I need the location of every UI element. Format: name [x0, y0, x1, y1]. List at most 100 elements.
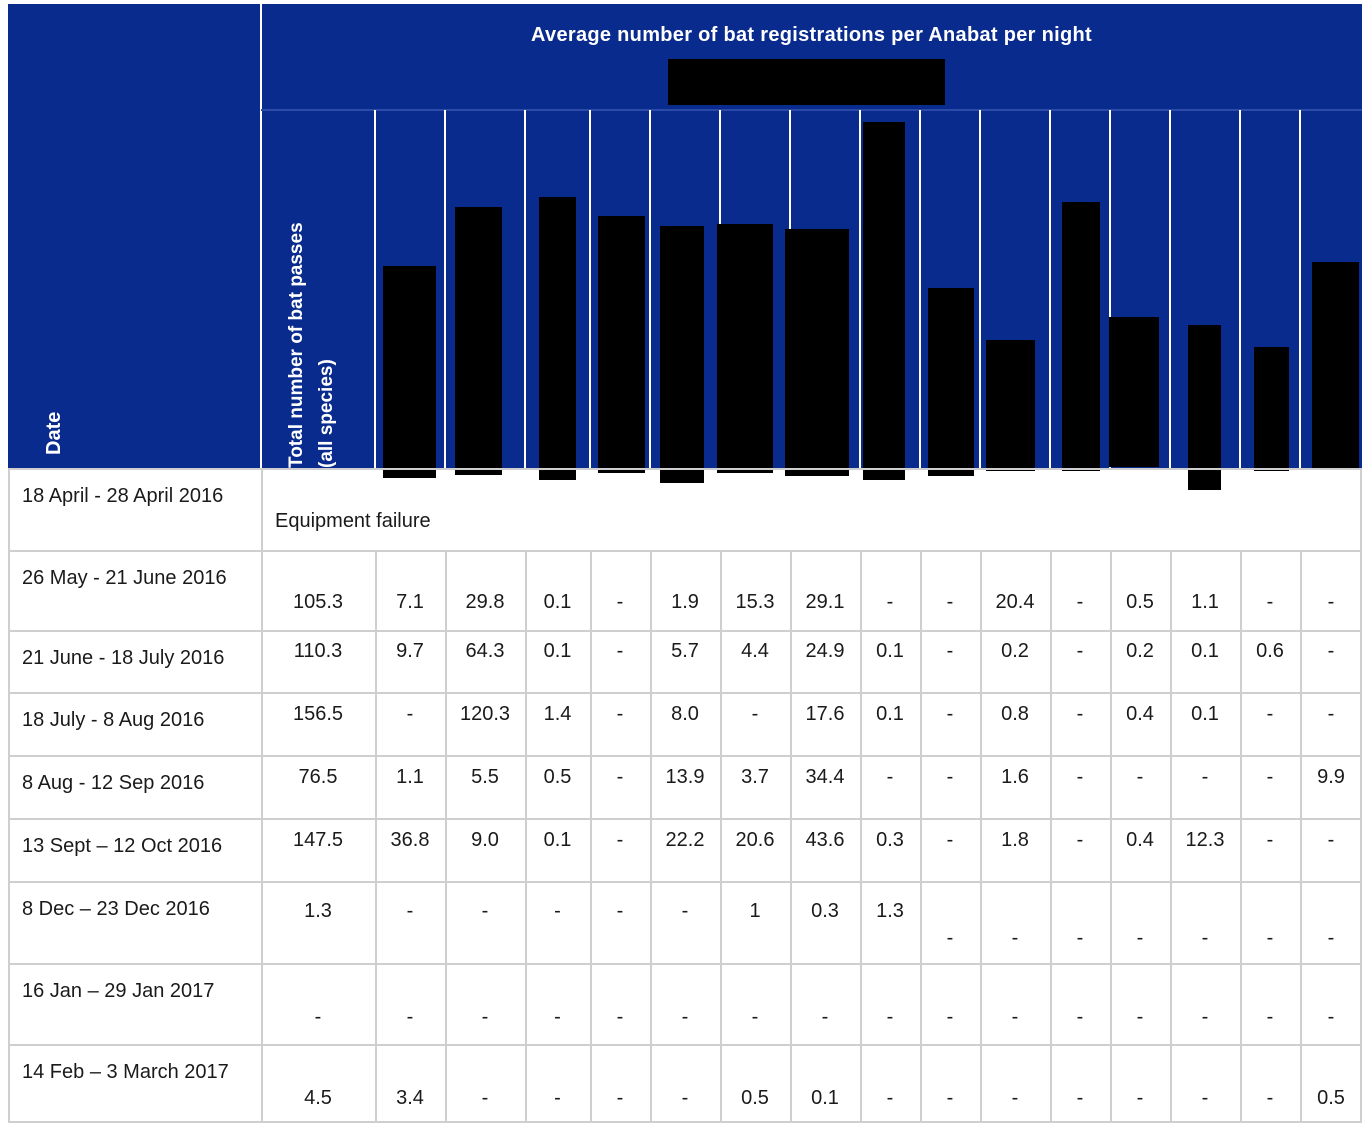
- value-cell: 0.5: [543, 766, 572, 788]
- redacted-species-name: [928, 288, 974, 476]
- value-cell: 22.2: [665, 829, 705, 851]
- value-cell: -: [616, 900, 624, 922]
- value-cell: 0.3: [811, 900, 839, 922]
- value-cell: -: [616, 766, 624, 788]
- value-cell: 0.1: [876, 640, 904, 662]
- value-cell: 15.3: [735, 591, 775, 613]
- redacted-species-name: [539, 197, 576, 480]
- value-cell: -: [1076, 829, 1084, 851]
- value-cell: -: [886, 1087, 894, 1109]
- column-divider: [650, 550, 652, 1121]
- date-header-cell: [8, 4, 261, 468]
- value-cell: -: [616, 1006, 624, 1028]
- equipment-failure-note: Equipment failure: [275, 510, 431, 532]
- column-divider: [1110, 550, 1112, 1121]
- value-cell: 9.7: [396, 640, 424, 662]
- value-cell: 0.4: [1126, 703, 1154, 725]
- value-cell: -: [1076, 766, 1084, 788]
- value-cell: 0.4: [1126, 829, 1154, 851]
- date-cell: 21 June - 18 July 2016: [22, 647, 225, 669]
- total-value-cell: 4.5: [304, 1087, 332, 1109]
- value-cell: 9.0: [471, 829, 499, 851]
- value-cell: -: [616, 640, 624, 662]
- value-cell: -: [481, 1006, 489, 1028]
- value-cell: -: [1327, 927, 1335, 949]
- value-cell: 1.1: [396, 766, 424, 788]
- value-cell: -: [1201, 927, 1209, 949]
- value-cell: 0.8: [1001, 703, 1029, 725]
- table-title: Average number of bat registrations per …: [531, 24, 1092, 46]
- value-cell: -: [946, 829, 954, 851]
- value-cell: -: [1201, 1087, 1209, 1109]
- row-divider: [8, 963, 1362, 965]
- value-cell: 9.9: [1317, 766, 1345, 788]
- value-cell: 1.8: [1001, 829, 1029, 851]
- value-cell: -: [1011, 1087, 1019, 1109]
- value-cell: 0.2: [1126, 640, 1154, 662]
- redacted-species-name: [660, 226, 704, 483]
- column-divider: [1050, 550, 1052, 1121]
- value-cell: -: [946, 927, 954, 949]
- value-cell: 12.3: [1185, 829, 1225, 851]
- value-cell: -: [481, 900, 489, 922]
- value-cell: 13.9: [665, 766, 705, 788]
- value-cell: 1.3: [876, 900, 904, 922]
- total-value-cell: 110.3: [293, 640, 343, 662]
- total-value-cell: -: [314, 1006, 322, 1028]
- value-cell: -: [946, 766, 954, 788]
- value-cell: 0.1: [543, 640, 572, 662]
- value-cell: -: [1136, 927, 1144, 949]
- redacted-block: [668, 59, 945, 105]
- header-column-divider: [1239, 110, 1241, 468]
- value-cell: -: [1136, 1006, 1144, 1028]
- column-divider: [525, 550, 527, 1121]
- value-cell: -: [1011, 1006, 1019, 1028]
- row-divider: [8, 630, 1362, 632]
- total-value-cell: 76.5: [298, 766, 338, 788]
- header-column-divider: [444, 110, 446, 468]
- value-cell: 0.1: [543, 829, 572, 851]
- column-divider: [261, 468, 263, 1121]
- column-divider: [980, 550, 982, 1121]
- redacted-species-name: [383, 266, 436, 478]
- value-cell: -: [1327, 703, 1335, 725]
- total-value-cell: 156.5: [292, 703, 344, 725]
- value-cell: 8.0: [671, 703, 699, 725]
- value-cell: -: [1266, 1006, 1274, 1028]
- date-cell: 26 May - 21 June 2016: [22, 567, 227, 589]
- total-header-line1: Total number of bat passes: [286, 222, 307, 468]
- value-cell: 24.9: [805, 640, 845, 662]
- total-value-cell: 1.3: [304, 900, 332, 922]
- value-cell: -: [886, 766, 894, 788]
- header-column-divider: [1109, 110, 1111, 468]
- column-divider: [790, 550, 792, 1121]
- redacted-species-name: [598, 216, 645, 473]
- value-cell: -: [946, 703, 954, 725]
- value-cell: 5.7: [671, 640, 699, 662]
- value-cell: 4.4: [741, 640, 769, 662]
- value-cell: -: [1136, 766, 1144, 788]
- value-cell: -: [554, 900, 561, 922]
- redacted-species-name: [455, 207, 502, 475]
- redacted-species-name: [785, 229, 849, 476]
- header-column-divider: [374, 110, 376, 468]
- value-cell: -: [821, 1006, 829, 1028]
- value-cell: -: [616, 591, 624, 613]
- value-cell: 36.8: [390, 829, 430, 851]
- column-divider: [445, 550, 447, 1121]
- total-header-line2: (all species): [316, 359, 337, 468]
- value-cell: -: [1076, 927, 1084, 949]
- value-cell: 20.4: [995, 591, 1035, 613]
- column-divider: [1240, 550, 1242, 1121]
- value-cell: 0.5: [1317, 1087, 1345, 1109]
- value-cell: -: [554, 1087, 561, 1109]
- value-cell: -: [1266, 591, 1274, 613]
- value-cell: -: [1011, 927, 1019, 949]
- value-cell: -: [1327, 829, 1335, 851]
- value-cell: -: [1327, 591, 1335, 613]
- value-cell: 1.9: [671, 591, 699, 613]
- value-cell: -: [946, 1006, 954, 1028]
- value-cell: -: [406, 1006, 414, 1028]
- value-cell: 34.4: [805, 766, 845, 788]
- column-divider: [1360, 468, 1362, 1121]
